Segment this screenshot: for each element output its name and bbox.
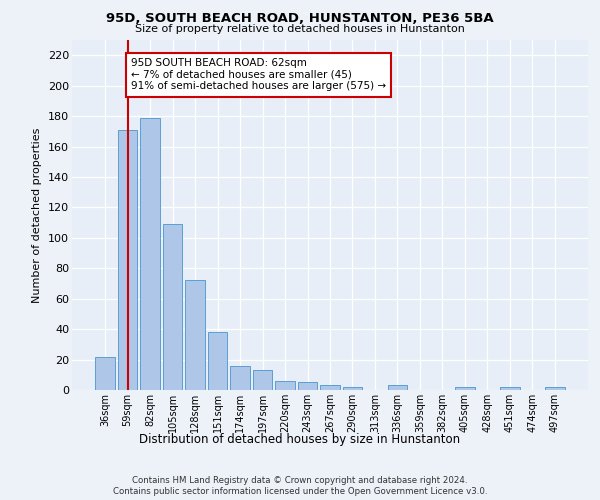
Text: Size of property relative to detached houses in Hunstanton: Size of property relative to detached ho… [135,24,465,34]
Bar [185,280,205,390]
Bar [545,387,565,390]
Bar [230,366,250,390]
Text: Contains HM Land Registry data © Crown copyright and database right 2024.: Contains HM Land Registry data © Crown c… [132,476,468,485]
Bar [320,386,340,390]
Bar [118,130,137,390]
Bar [208,332,227,390]
Bar [275,381,295,390]
Bar [140,118,160,390]
Bar [95,356,115,390]
Bar [163,224,182,390]
Text: 95D SOUTH BEACH ROAD: 62sqm
← 7% of detached houses are smaller (45)
91% of semi: 95D SOUTH BEACH ROAD: 62sqm ← 7% of deta… [131,58,386,92]
Text: Distribution of detached houses by size in Hunstanton: Distribution of detached houses by size … [139,432,461,446]
Bar [298,382,317,390]
Y-axis label: Number of detached properties: Number of detached properties [32,128,43,302]
Bar [388,386,407,390]
Bar [343,387,362,390]
Bar [500,387,520,390]
Text: 95D, SOUTH BEACH ROAD, HUNSTANTON, PE36 5BA: 95D, SOUTH BEACH ROAD, HUNSTANTON, PE36 … [106,12,494,26]
Bar [455,387,475,390]
Bar [253,370,272,390]
Text: Contains public sector information licensed under the Open Government Licence v3: Contains public sector information licen… [113,488,487,496]
